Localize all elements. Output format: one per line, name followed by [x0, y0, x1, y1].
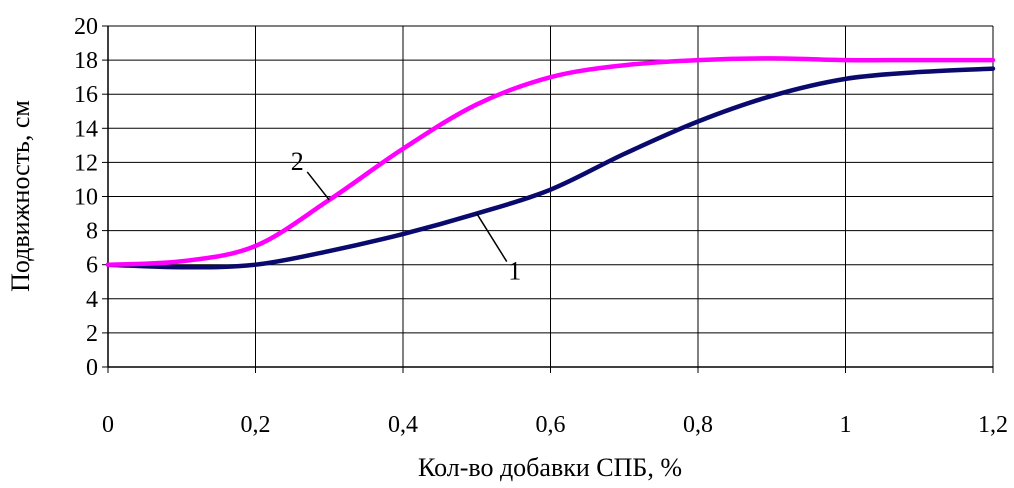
- x-tick-label: 1: [840, 412, 852, 438]
- series-line-1: [105, 66, 996, 270]
- series-labels: 12: [291, 147, 522, 286]
- y-tick-label: 2: [86, 321, 98, 347]
- x-tick-label: 0,6: [536, 412, 566, 438]
- y-tick-label: 10: [74, 185, 98, 211]
- y-tick-label: 6: [86, 253, 98, 279]
- series-label-leader: [476, 213, 508, 262]
- x-tick-label: 0,4: [388, 412, 418, 438]
- x-tick-label: 1,2: [978, 412, 1008, 438]
- y-axis-title: Подвижность, см: [6, 100, 35, 292]
- series-label-1: 1: [508, 257, 521, 286]
- y-tick-label: 8: [86, 219, 98, 245]
- y-tick-label: 12: [74, 150, 98, 176]
- y-tick-label: 20: [74, 14, 98, 40]
- y-tick-label: 16: [74, 82, 98, 108]
- series-label-leader: [306, 171, 330, 201]
- axes: [102, 25, 994, 373]
- y-tick-label: 18: [74, 48, 98, 74]
- y-tick-label: 0: [86, 355, 98, 381]
- series-line-2: [105, 56, 996, 267]
- x-tick-label: 0,2: [241, 412, 271, 438]
- x-tick-label: 0: [102, 412, 114, 438]
- series-group: [105, 56, 996, 270]
- y-tick-label: 14: [74, 116, 98, 142]
- y-tick-label: 4: [86, 287, 98, 313]
- x-axis-title: Кол-во добавки СПБ, %: [418, 453, 682, 482]
- series-label-2: 2: [291, 147, 304, 176]
- x-tick-label: 0,8: [683, 412, 713, 438]
